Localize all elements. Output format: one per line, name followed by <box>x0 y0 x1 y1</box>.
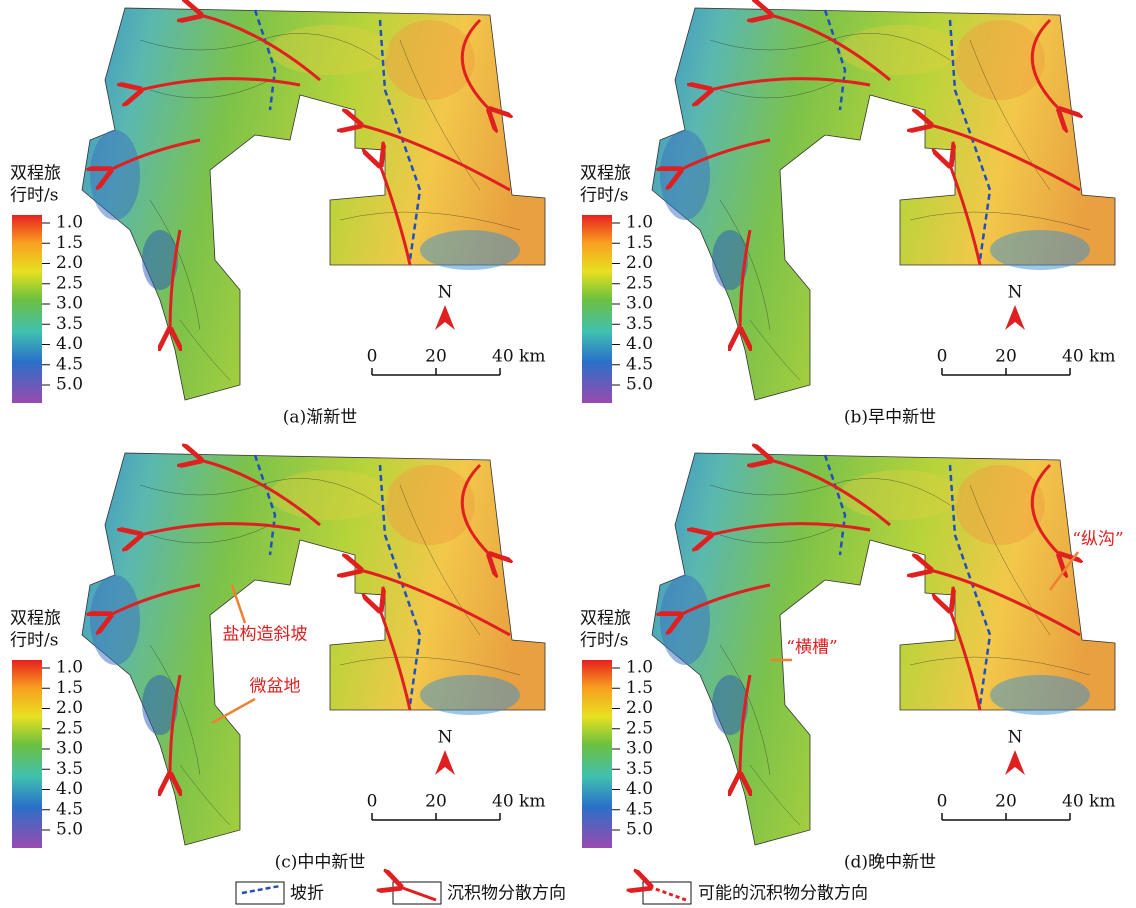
colorbar-title: 行时/s <box>10 631 58 651</box>
colorbar-tick-label: 1.0 <box>626 658 653 678</box>
colorbar-tick-label: 3.5 <box>56 759 83 779</box>
annotation: 微盆地 <box>250 677 301 697</box>
caption: (c)中中新世 <box>275 853 366 873</box>
figure: 坡折 沉积物分散方向 可能的沉积物分散方向 双程旅行时/s1.01.52.02.… <box>0 0 1136 908</box>
scale-label: 20 <box>425 792 447 812</box>
north-arrow <box>435 305 455 330</box>
scale-label: 40 km <box>492 792 545 812</box>
colorbar-tick-label: 5.0 <box>626 820 653 840</box>
colorbar-tick-label: 4.5 <box>56 799 83 819</box>
colorbar-tick-label: 1.5 <box>56 678 83 698</box>
caption: (b)早中新世 <box>844 408 936 428</box>
colorbar-tick-label: 1.0 <box>56 213 83 233</box>
annotation: “纵沟” <box>1072 530 1123 550</box>
colorbar-tick-label: 1.0 <box>56 658 83 678</box>
legend: 坡折 沉积物分散方向 可能的沉积物分散方向 <box>236 882 868 904</box>
colorbar-tick-label: 3.0 <box>56 739 83 759</box>
colorbar-tick-label: 1.5 <box>626 233 653 253</box>
map <box>82 453 545 845</box>
scale-label: 20 <box>995 347 1017 367</box>
scale-label: 20 <box>995 792 1017 812</box>
colorbar <box>12 215 42 403</box>
north-label: N <box>438 283 453 303</box>
colorbar-tick-label: 3.0 <box>626 294 653 314</box>
colorbar <box>582 660 612 848</box>
scale-label: 40 km <box>492 347 545 367</box>
colorbar <box>12 660 42 848</box>
colorbar-tick-label: 2.5 <box>626 273 653 293</box>
colorbar-tick-label: 3.5 <box>626 759 653 779</box>
scale-label: 0 <box>937 347 948 367</box>
scale-label: 0 <box>937 792 948 812</box>
colorbar-tick-label: 1.5 <box>56 233 83 253</box>
colorbar-title: 双程旅 <box>580 609 631 629</box>
colorbar-tick-label: 1.5 <box>626 678 653 698</box>
colorbar-tick-label: 2.5 <box>56 273 83 293</box>
annotation: 盐构造斜坡 <box>223 625 308 645</box>
colorbar-tick-label: 3.5 <box>56 314 83 334</box>
legend-label: 沉积物分散方向 <box>447 884 566 904</box>
north-label: N <box>1008 283 1023 303</box>
colorbar-tick-label: 4.0 <box>626 334 653 354</box>
colorbar-title: 双程旅 <box>10 164 61 184</box>
colorbar-tick-label: 2.5 <box>56 718 83 738</box>
colorbar-tick-label: 4.0 <box>56 334 83 354</box>
colorbar-tick-label: 3.0 <box>626 739 653 759</box>
map <box>652 8 1115 400</box>
north-label: N <box>1008 728 1023 748</box>
scale-label: 0 <box>367 347 378 367</box>
map <box>82 8 545 400</box>
colorbar-tick-label: 4.0 <box>626 779 653 799</box>
colorbar-tick-label: 4.5 <box>626 799 653 819</box>
colorbar-title: 行时/s <box>10 186 58 206</box>
colorbar-tick-label: 3.5 <box>626 314 653 334</box>
scale-label: 0 <box>367 792 378 812</box>
north-arrow <box>435 750 455 775</box>
colorbar-tick-label: 4.5 <box>56 354 83 374</box>
colorbar-tick-label: 2.0 <box>626 253 653 273</box>
colorbar <box>582 215 612 403</box>
caption: (a)渐新世 <box>283 408 357 428</box>
colorbar-tick-label: 5.0 <box>56 375 83 395</box>
colorbar-tick-label: 4.5 <box>626 354 653 374</box>
colorbar-tick-label: 2.5 <box>626 718 653 738</box>
colorbar-title: 双程旅 <box>10 609 61 629</box>
colorbar-tick-label: 3.0 <box>56 294 83 314</box>
scale-label: 40 km <box>1062 792 1115 812</box>
colorbar-tick-label: 2.0 <box>56 698 83 718</box>
colorbar-title: 双程旅 <box>580 164 631 184</box>
colorbar-tick-label: 5.0 <box>626 375 653 395</box>
colorbar-tick-label: 1.0 <box>626 213 653 233</box>
annotation: “横槽” <box>786 638 837 658</box>
scale-label: 40 km <box>1062 347 1115 367</box>
colorbar-tick-label: 4.0 <box>56 779 83 799</box>
caption: (d)晚中新世 <box>844 853 936 873</box>
map <box>652 453 1115 845</box>
colorbar-tick-label: 2.0 <box>626 698 653 718</box>
scale-label: 20 <box>425 347 447 367</box>
legend-label: 坡折 <box>290 884 324 904</box>
colorbar-tick-label: 5.0 <box>56 820 83 840</box>
north-label: N <box>438 728 453 748</box>
north-arrow <box>1005 750 1025 775</box>
north-arrow <box>1005 305 1025 330</box>
colorbar-title: 行时/s <box>580 631 628 651</box>
colorbar-title: 行时/s <box>580 186 628 206</box>
legend-label: 可能的沉积物分散方向 <box>698 884 868 904</box>
colorbar-tick-label: 2.0 <box>56 253 83 273</box>
